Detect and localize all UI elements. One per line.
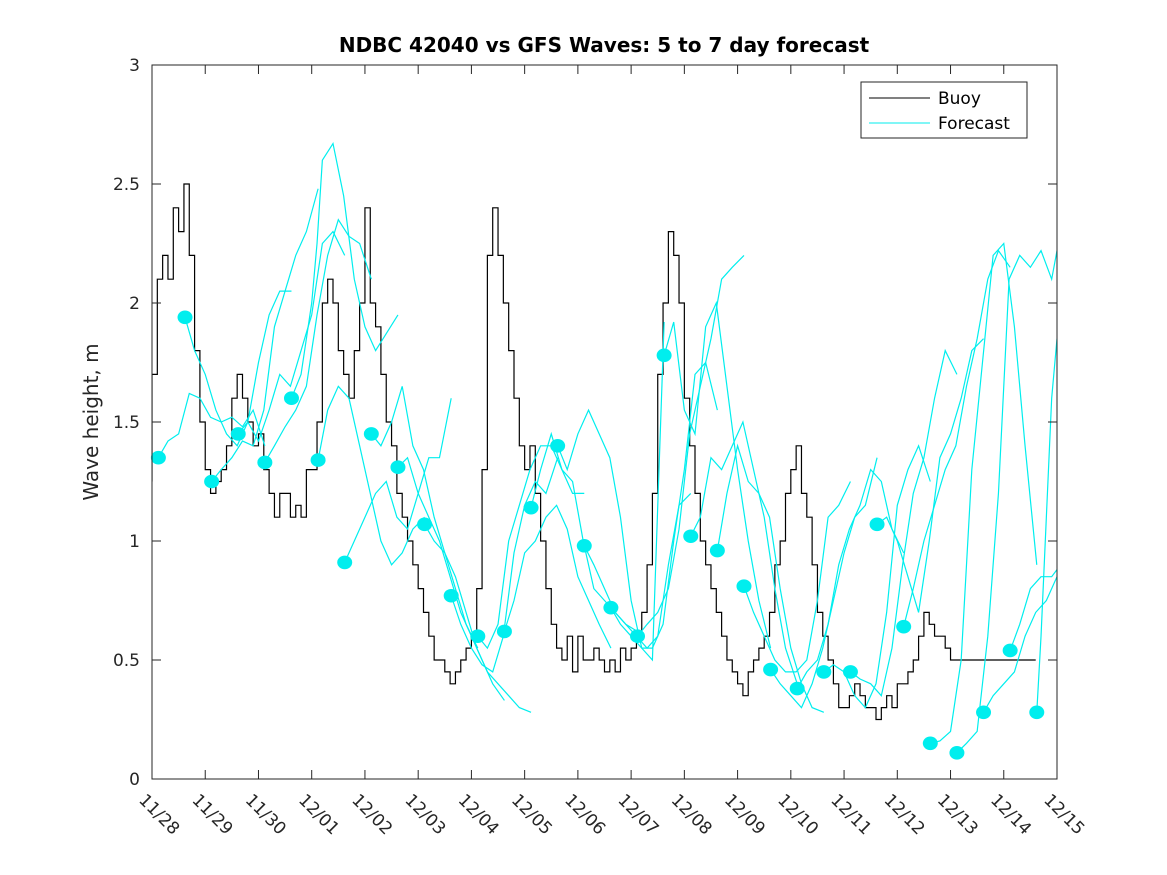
- forecast-point: [496, 624, 512, 639]
- forecast-track-line: [770, 457, 878, 709]
- buoy-series: [152, 183, 1036, 721]
- forecast-point: [709, 543, 725, 558]
- legend-label-buoy: Buoy: [938, 89, 981, 109]
- forecast-point: [257, 455, 273, 470]
- forecast-track-line: [1036, 338, 1057, 713]
- forecast-point: [949, 746, 965, 760]
- forecast-track-line: [157, 392, 266, 458]
- forecast-point: [922, 736, 938, 751]
- forecast-point: [896, 619, 912, 634]
- forecast-track-line: [637, 254, 745, 637]
- forecast-point: [310, 453, 326, 467]
- forecast-track-line: [290, 141, 399, 399]
- legend-box: [860, 81, 1028, 139]
- legend: Buoy Forecast: [860, 81, 1028, 139]
- forecast-track-line: [663, 300, 772, 649]
- chart-title: NDBC 42040 vs GFS Waves: 5 to 7 day fore…: [339, 33, 870, 57]
- forecast-track-line: [317, 385, 425, 566]
- forecast-point: [283, 391, 299, 406]
- y-axis-label: Wave height, m: [79, 343, 103, 500]
- forecast-track-line: [503, 504, 612, 649]
- forecast-track-line: [477, 445, 585, 650]
- forecast-point: [337, 555, 353, 570]
- forecast-track-line: [211, 188, 319, 482]
- forecast-track-line: [690, 420, 798, 684]
- forecast-point: [630, 629, 646, 643]
- forecast-track-line: [930, 242, 1038, 744]
- forecast-track-line: [876, 338, 984, 613]
- forecast-track-line: [1009, 569, 1057, 651]
- forecast-point: [470, 629, 486, 643]
- forecast-point: [789, 681, 805, 696]
- buoy-line: [152, 183, 1036, 721]
- forecast-point: [550, 439, 566, 453]
- forecast-track-line: [956, 249, 1057, 754]
- forecast-point: [603, 600, 619, 615]
- forecast-point: [363, 427, 379, 441]
- legend-label-forecast: Forecast: [938, 114, 1010, 134]
- forecast-points: [150, 310, 1045, 760]
- forecast-track-line: [237, 230, 346, 443]
- y-tick-label: 0.5: [113, 651, 140, 671]
- forecast-point: [523, 500, 539, 515]
- forecast-track-line: [823, 444, 931, 709]
- y-tick-label: 2: [129, 294, 140, 314]
- forecast-point: [390, 460, 406, 475]
- y-ticks: 0 0.5 1 1.5 2 2.5 3: [113, 56, 1057, 790]
- forecast-point: [1002, 643, 1018, 658]
- forecast-point: [1029, 705, 1045, 720]
- forecast-point: [443, 588, 459, 603]
- forecast-point: [816, 665, 832, 679]
- forecast-track-line: [716, 443, 825, 713]
- forecast-track-line: [743, 481, 851, 673]
- forecast-point: [417, 517, 433, 532]
- forecast-track-line: [370, 386, 479, 649]
- forecast-point: [656, 348, 672, 363]
- forecast-track-line: [983, 576, 1057, 713]
- forecast-point: [576, 538, 592, 553]
- forecast-track-line: [184, 290, 292, 447]
- forecast-point: [976, 705, 992, 720]
- forecast-point: [763, 662, 779, 677]
- forecast-track-line: [344, 398, 452, 563]
- forecast-point: [683, 529, 699, 544]
- forecast-track-line: [557, 322, 665, 662]
- forecast-point: [842, 665, 858, 679]
- forecast-point: [177, 310, 193, 325]
- y-tick-label: 2.5: [113, 175, 140, 195]
- forecast-point: [736, 579, 752, 594]
- y-tick-label: 3: [129, 56, 140, 76]
- forecast-track-line: [796, 468, 905, 689]
- forecast-point: [150, 450, 166, 465]
- forecast-track-line: [264, 218, 372, 463]
- forecast-point: [230, 427, 246, 441]
- y-tick-label: 1.5: [113, 413, 140, 433]
- forecast-track-line: [424, 524, 532, 713]
- y-tick-label: 0: [129, 770, 140, 790]
- forecast-tracks: [157, 141, 1057, 754]
- forecast-point: [204, 474, 220, 489]
- y-tick-label: 1: [129, 532, 140, 552]
- forecast-track-line: [610, 361, 718, 649]
- forecast-point: [869, 517, 885, 532]
- forecast-track-line: [850, 348, 958, 697]
